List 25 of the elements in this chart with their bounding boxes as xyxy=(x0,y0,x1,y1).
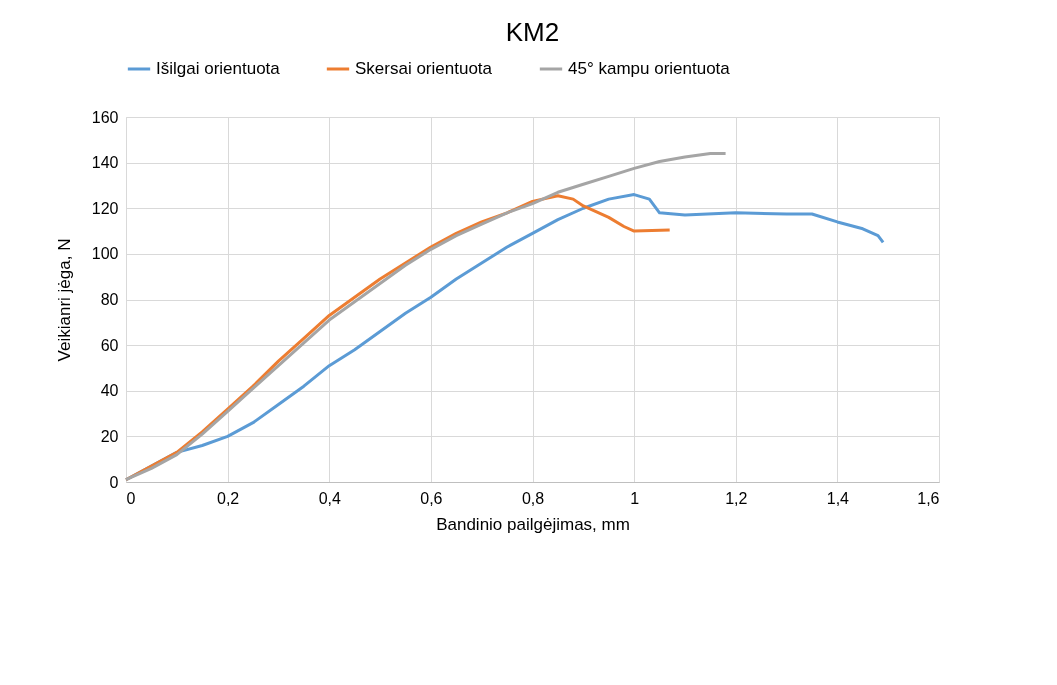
legend-label: Skersai orientuota xyxy=(355,59,493,78)
x-tick-label: 1,4 xyxy=(826,489,850,507)
x-tick-label: 1 xyxy=(630,489,640,507)
y-tick-label: 20 xyxy=(100,427,119,445)
x-tick-label: 0,6 xyxy=(420,489,443,507)
y-tick-label: 0 xyxy=(109,473,119,491)
y-tick-label: 160 xyxy=(91,108,119,126)
line-series xyxy=(124,152,728,482)
y-tick-label: 80 xyxy=(100,291,119,308)
y-tick-label: 40 xyxy=(100,382,119,400)
y-tick-label: 100 xyxy=(91,245,119,263)
x-axis-title: Bandinio pailgėjimas, mm xyxy=(436,514,630,534)
x-tick-label: 1,6 xyxy=(917,489,940,507)
legend-label: Išilgai orientuota xyxy=(156,59,281,78)
x-tick-label: 1,2 xyxy=(725,489,748,507)
y-tick-label: 140 xyxy=(91,154,119,172)
legend-label: 45° kampu orientuota xyxy=(568,59,731,78)
x-tick-label: 0,4 xyxy=(318,489,341,507)
y-axis-title: Veikianri jėga, N xyxy=(54,238,74,362)
chart-title: KM2 xyxy=(505,17,560,47)
y-tick-label: 120 xyxy=(91,199,119,217)
x-tick-label: 0,2 xyxy=(217,489,240,507)
x-tick-label: 0 xyxy=(126,489,136,507)
x-tick-label: 0,8 xyxy=(521,489,545,507)
y-tick-label: 60 xyxy=(100,336,119,354)
